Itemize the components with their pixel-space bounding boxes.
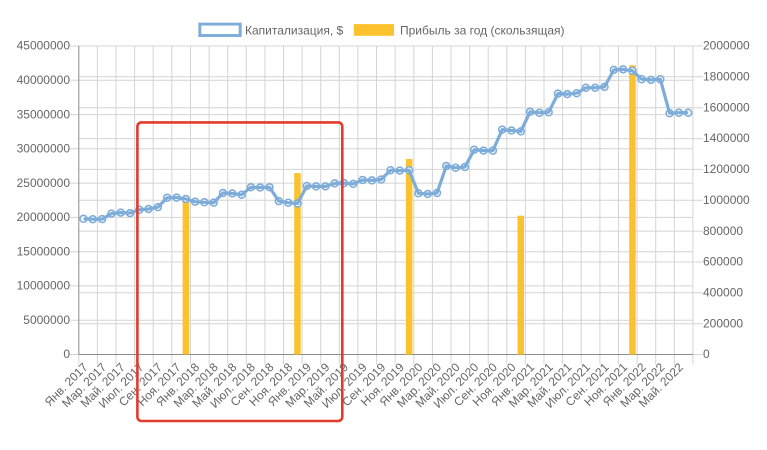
svg-text:45000000: 45000000 <box>17 39 71 53</box>
svg-text:15000000: 15000000 <box>17 244 71 258</box>
svg-text:20000000: 20000000 <box>17 210 71 224</box>
svg-text:5000000: 5000000 <box>23 313 70 327</box>
svg-text:800000: 800000 <box>703 224 743 238</box>
svg-text:25000000: 25000000 <box>17 176 71 190</box>
svg-text:1200000: 1200000 <box>703 162 750 176</box>
svg-text:600000: 600000 <box>703 255 743 269</box>
svg-text:Капитализация, $: Капитализация, $ <box>245 23 344 37</box>
svg-text:0: 0 <box>703 347 710 361</box>
svg-text:1400000: 1400000 <box>703 131 750 145</box>
svg-text:10000000: 10000000 <box>17 279 71 293</box>
svg-text:40000000: 40000000 <box>17 73 71 87</box>
svg-text:30000000: 30000000 <box>17 142 71 156</box>
svg-text:200000: 200000 <box>703 316 743 330</box>
svg-text:2000000: 2000000 <box>703 39 750 53</box>
svg-text:1800000: 1800000 <box>703 70 750 84</box>
svg-text:400000: 400000 <box>703 286 743 300</box>
svg-text:Прибыль за год (скользящая): Прибыль за год (скользящая) <box>400 23 565 37</box>
svg-text:1600000: 1600000 <box>703 100 750 114</box>
svg-text:1000000: 1000000 <box>703 193 750 207</box>
svg-text:0: 0 <box>63 347 70 361</box>
svg-text:35000000: 35000000 <box>17 107 71 121</box>
